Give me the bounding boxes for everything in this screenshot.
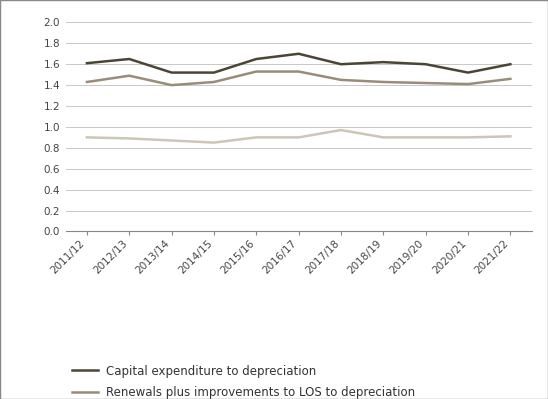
Capital expenditure to depreciation [168, 70, 175, 75]
Renewals to depreciation [507, 134, 513, 139]
Capital expenditure to depreciation [210, 70, 217, 75]
Renewals to depreciation [423, 135, 429, 140]
Legend: Capital expenditure to depreciation, Renewals plus improvements to LOS to deprec: Capital expenditure to depreciation, Ren… [72, 365, 415, 399]
Renewals plus improvements to LOS to depreciation [253, 69, 260, 74]
Capital expenditure to depreciation [253, 57, 260, 61]
Renewals to depreciation [253, 135, 260, 140]
Renewals to depreciation [295, 135, 302, 140]
Renewals to depreciation [338, 128, 344, 132]
Capital expenditure to depreciation [295, 51, 302, 56]
Renewals to depreciation [210, 140, 217, 145]
Renewals plus improvements to LOS to depreciation [126, 73, 133, 78]
Renewals to depreciation [126, 136, 133, 141]
Capital expenditure to depreciation [84, 61, 90, 65]
Renewals plus improvements to LOS to depreciation [295, 69, 302, 74]
Capital expenditure to depreciation [423, 62, 429, 67]
Renewals to depreciation [168, 138, 175, 143]
Line: Renewals to depreciation: Renewals to depreciation [87, 130, 510, 142]
Capital expenditure to depreciation [465, 70, 471, 75]
Capital expenditure to depreciation [126, 57, 133, 61]
Capital expenditure to depreciation [507, 62, 513, 67]
Renewals plus improvements to LOS to depreciation [465, 82, 471, 87]
Renewals to depreciation [84, 135, 90, 140]
Line: Capital expenditure to depreciation: Capital expenditure to depreciation [87, 54, 510, 73]
Renewals plus improvements to LOS to depreciation [423, 81, 429, 85]
Renewals plus improvements to LOS to depreciation [168, 83, 175, 87]
Line: Renewals plus improvements to LOS to depreciation: Renewals plus improvements to LOS to dep… [87, 71, 510, 85]
Renewals to depreciation [465, 135, 471, 140]
Renewals plus improvements to LOS to depreciation [210, 79, 217, 84]
Renewals to depreciation [380, 135, 387, 140]
Capital expenditure to depreciation [338, 62, 344, 67]
Capital expenditure to depreciation [380, 60, 387, 65]
Renewals plus improvements to LOS to depreciation [507, 77, 513, 81]
Renewals plus improvements to LOS to depreciation [338, 77, 344, 82]
Renewals plus improvements to LOS to depreciation [380, 79, 387, 84]
Renewals plus improvements to LOS to depreciation [84, 79, 90, 84]
